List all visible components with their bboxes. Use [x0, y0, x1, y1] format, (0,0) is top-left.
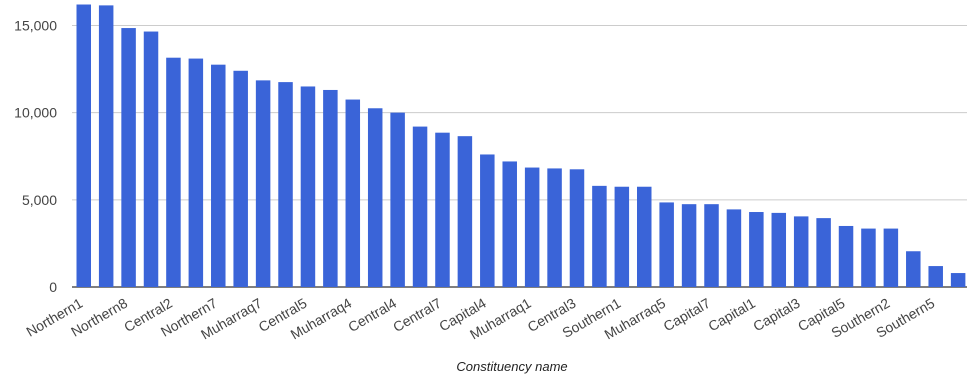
bar — [98, 5, 114, 287]
x-tick-label: Central7 — [390, 295, 444, 335]
bar — [569, 169, 585, 287]
bar — [367, 108, 383, 288]
y-tick-label: 15,000 — [14, 17, 57, 33]
bar — [906, 251, 921, 287]
bar — [883, 228, 899, 287]
bar — [480, 154, 495, 287]
bar — [457, 136, 473, 287]
bar — [143, 31, 159, 287]
bar — [121, 28, 136, 288]
bar — [950, 273, 966, 287]
x-tick-label: Capital1 — [705, 295, 758, 335]
bar — [412, 126, 428, 287]
bar — [704, 204, 719, 287]
bar — [749, 212, 764, 287]
bar — [390, 112, 405, 288]
bar — [547, 168, 562, 287]
bar — [188, 58, 204, 287]
x-tick-label: Capital3 — [750, 295, 803, 335]
bar — [614, 186, 630, 287]
y-tick-label: 10,000 — [14, 105, 57, 121]
y-tick-label: 5,000 — [22, 192, 57, 208]
bar — [726, 209, 742, 287]
y-tick-label: 0 — [49, 279, 57, 295]
bar — [793, 216, 809, 287]
x-tick-label: Central4 — [345, 295, 399, 335]
bar — [861, 228, 876, 287]
y-axis-ticks: 0 5,000 10,000 15,000 — [14, 17, 57, 295]
bar — [300, 86, 316, 287]
gridlines — [72, 24, 967, 288]
bar — [278, 82, 293, 287]
bar — [76, 4, 91, 287]
bar — [211, 64, 226, 287]
bar — [502, 161, 517, 287]
bar — [255, 80, 271, 288]
bar — [233, 70, 248, 287]
bar — [345, 99, 361, 287]
bar — [816, 218, 831, 287]
bar — [637, 186, 652, 287]
bar — [771, 212, 787, 287]
bar — [524, 167, 540, 287]
x-axis-ticks: Northern1Northern8Central2Northern7Muhar… — [23, 295, 937, 343]
bars — [76, 4, 966, 288]
bar — [592, 185, 607, 287]
x-tick-label: Capital7 — [661, 295, 714, 335]
bar — [323, 89, 338, 288]
bar — [166, 57, 181, 288]
bar — [681, 204, 697, 287]
bar — [659, 202, 674, 287]
bar — [838, 225, 854, 287]
bar — [928, 266, 943, 287]
bar — [435, 132, 450, 287]
x-axis-title: Constituency name — [456, 359, 567, 374]
